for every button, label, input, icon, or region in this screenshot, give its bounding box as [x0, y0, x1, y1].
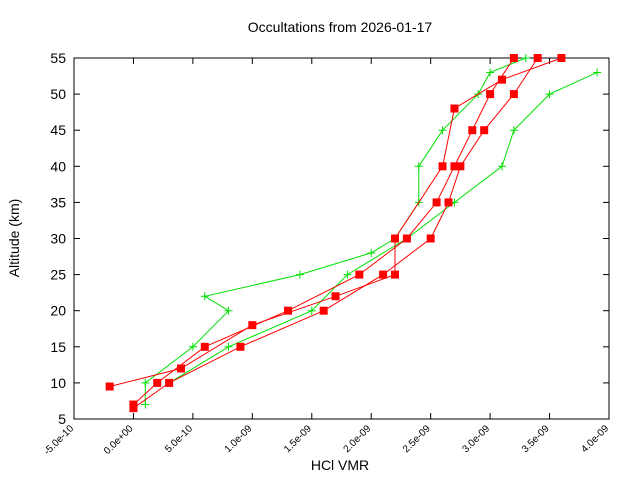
- y-tick-label: 15: [50, 339, 66, 355]
- square-point: [105, 382, 114, 391]
- plus-point: [224, 342, 233, 351]
- series-line: [144, 57, 526, 405]
- y-tick-label: 25: [50, 267, 66, 283]
- square-point: [402, 234, 411, 243]
- series-line: [109, 57, 562, 387]
- x-tick-label: 2.5e-09: [401, 423, 433, 455]
- plus-point: [307, 306, 316, 315]
- plus-point: [498, 162, 506, 171]
- plus-point: [200, 292, 209, 301]
- square-point: [200, 342, 209, 351]
- square-point: [248, 321, 257, 330]
- plus-point: [593, 68, 602, 77]
- square-point: [284, 306, 292, 315]
- x-tick-label: 4.0e-09: [579, 423, 611, 455]
- square-point: [153, 378, 162, 387]
- square-point: [509, 54, 518, 62]
- plus-point: [295, 270, 304, 279]
- x-tick-label: 0.0e+00: [102, 423, 136, 457]
- y-axis-title: Altitude (km): [6, 199, 22, 278]
- square-point: [129, 404, 138, 413]
- plus-point: [367, 248, 376, 257]
- square-point: [444, 198, 453, 207]
- x-tick-label: 2.0e-09: [342, 423, 374, 455]
- square-point: [331, 292, 340, 301]
- square-point: [456, 162, 465, 171]
- y-tick-label: 5: [58, 411, 66, 427]
- x-axis-title: HCl VMR: [311, 457, 369, 473]
- y-tick-label: 20: [50, 303, 66, 319]
- plus-point: [224, 306, 233, 315]
- square-point: [165, 378, 174, 387]
- plus-point: [188, 342, 197, 351]
- x-tick-label: 3.0e-09: [460, 423, 492, 455]
- y-tick-label: 35: [50, 194, 66, 210]
- y-tick-label: 30: [50, 231, 66, 247]
- square-point: [450, 162, 459, 171]
- square-point: [426, 234, 435, 243]
- plus-point: [521, 54, 530, 62]
- plus-point: [509, 126, 518, 135]
- series-line: [168, 71, 598, 384]
- square-point: [509, 90, 518, 99]
- square-point: [533, 54, 542, 62]
- square-point: [177, 364, 185, 373]
- plus-point: [438, 126, 447, 135]
- square-point: [450, 104, 459, 113]
- plot-border: [73, 57, 610, 420]
- plus-point: [545, 90, 554, 99]
- square-point: [468, 126, 477, 135]
- series-line: [133, 57, 539, 409]
- square-point: [379, 270, 388, 279]
- x-tick-label: 1.5e-09: [282, 423, 314, 455]
- y-tick-label: 55: [50, 50, 66, 66]
- square-point: [391, 270, 399, 279]
- square-point: [355, 270, 364, 279]
- square-point: [498, 75, 506, 84]
- square-point: [486, 90, 495, 99]
- plus-point: [141, 378, 150, 387]
- square-point: [438, 162, 447, 171]
- x-tick-label: 5.0e-10: [163, 423, 195, 455]
- y-tick-label: 50: [50, 86, 66, 102]
- plus-point: [141, 400, 150, 409]
- y-tick-label: 10: [50, 375, 66, 391]
- square-point: [319, 306, 328, 315]
- chart-title: Occultations from 2026-01-17: [248, 19, 433, 35]
- y-tick-label: 40: [50, 158, 66, 174]
- y-tick-label: 45: [50, 122, 66, 138]
- square-point: [391, 234, 399, 243]
- square-point: [557, 54, 566, 62]
- square-point: [432, 198, 441, 207]
- x-tick-label: 3.5e-09: [520, 423, 552, 455]
- plus-point: [343, 270, 352, 279]
- plus-point: [414, 162, 423, 171]
- x-tick-label: 1.0e-09: [223, 423, 255, 455]
- square-point: [236, 342, 245, 351]
- square-point: [480, 126, 489, 135]
- x-tick-label: -5.0e-10: [42, 423, 76, 457]
- plus-point: [486, 68, 495, 77]
